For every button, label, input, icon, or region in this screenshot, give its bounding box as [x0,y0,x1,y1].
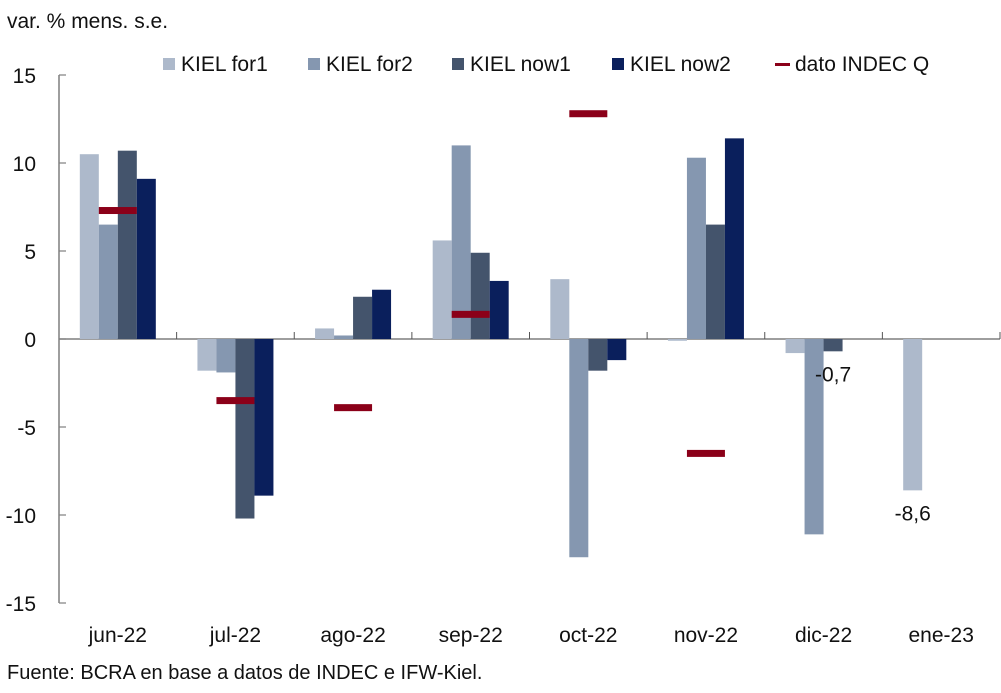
bar-kiel-for2-oct-22 [569,339,589,558]
bars [79,138,923,558]
legend-label: KIEL for2 [326,53,413,76]
bar-kiel-now2-jul-22 [254,339,274,496]
bar-kiel-now2-sep-22 [489,280,509,339]
marker-indec-jun-22 [98,207,137,215]
y-tick-label: -15 [6,593,36,616]
legend-label: KIEL for1 [181,53,268,76]
x-tick-label: jun-22 [88,624,147,647]
marker-indec-nov-22 [686,449,725,457]
bar-kiel-now2-ago-22 [372,289,392,339]
bar-kiel-for2-jul-22 [216,339,236,373]
annotations: -0,7 -8,6 [815,363,931,525]
bar-kiel-now2-nov-22 [724,138,744,339]
bar-kiel-for2-ago-22 [334,335,354,339]
x-tick-label: ago-22 [320,624,385,647]
y-tick-label: 0 [24,329,36,352]
x-tick-label: oct-22 [559,624,617,647]
marker-indec-ago-22 [334,404,373,412]
bar-kiel-now1-dic-22 [823,339,843,352]
data-label: -8,6 [895,502,931,525]
y-tick-label: 15 [13,65,36,88]
bar-kiel-for1-dic-22 [785,339,805,354]
x-tick-label: dic-22 [795,624,852,647]
indec-markers [98,110,725,457]
bar-kiel-for2-nov-22 [686,157,706,339]
marker-indec-sep-22 [451,310,490,318]
bar-kiel-for1-nov-22 [667,339,687,341]
legend-swatch-indec [775,63,790,66]
bar-kiel-for1-sep-22 [432,240,452,339]
bar-kiel-for2-jun-22 [98,224,118,339]
legend-label: KIEL now2 [630,53,731,76]
bar-kiel-for2-sep-22 [451,145,471,339]
bar-kiel-now1-ago-22 [353,296,373,339]
y-tick-label: -5 [17,417,36,440]
legend: KIEL for1 KIEL for2 KIEL now1 KIEL now2 dato… [163,53,929,76]
x-tick-labels: jun-22 jul-22 ago-22 sep-22 oct-22 nov-22 dic-… [88,624,974,647]
bar-kiel-now2-jun-22 [136,178,156,339]
data-label: -0,7 [815,363,851,386]
legend-swatch-kiel-now1 [452,58,464,70]
y-axis-unit-label: var. % mens. s.e. [7,10,169,33]
bar-kiel-now1-nov-22 [705,224,725,339]
bar-kiel-for1-ago-22 [315,328,335,339]
bar-kiel-now2-oct-22 [607,339,627,361]
y-tick-label: 10 [13,153,36,176]
y-tick-label: -10 [6,505,36,528]
x-tick-label: jul-22 [209,624,261,647]
bar-kiel-now1-oct-22 [588,339,608,371]
bar-kiel-now1-jul-22 [235,339,255,519]
x-tick-label: ene-23 [908,624,973,647]
marker-indec-oct-22 [569,110,608,118]
bar-kiel-now1-jun-22 [117,150,137,339]
bar-kiel-for1-jul-22 [197,339,217,371]
bar-kiel-for2-dic-22 [804,339,824,535]
bar-kiel-for1-oct-22 [550,279,570,339]
source-note: Fuente: BCRA en base a datos de INDEC e … [7,662,483,684]
x-tick-label: nov-22 [674,624,738,647]
y-tick-labels: 15 10 5 0 -5 -10 -15 [6,65,36,616]
bar-kiel-for1-jun-22 [79,154,99,339]
x-tick-label: sep-22 [439,624,503,647]
bar-kiel-now1-sep-22 [470,252,490,339]
bar-kiel-for1-ene-23 [903,339,923,491]
y-tick-label: 5 [24,241,36,264]
marker-indec-jul-22 [216,397,255,405]
legend-label: dato INDEC Q [795,53,929,76]
legend-swatch-kiel-now2 [612,58,624,70]
legend-label: KIEL now1 [470,53,571,76]
legend-swatch-kiel-for1 [163,58,175,70]
legend-swatch-kiel-for2 [308,58,320,70]
